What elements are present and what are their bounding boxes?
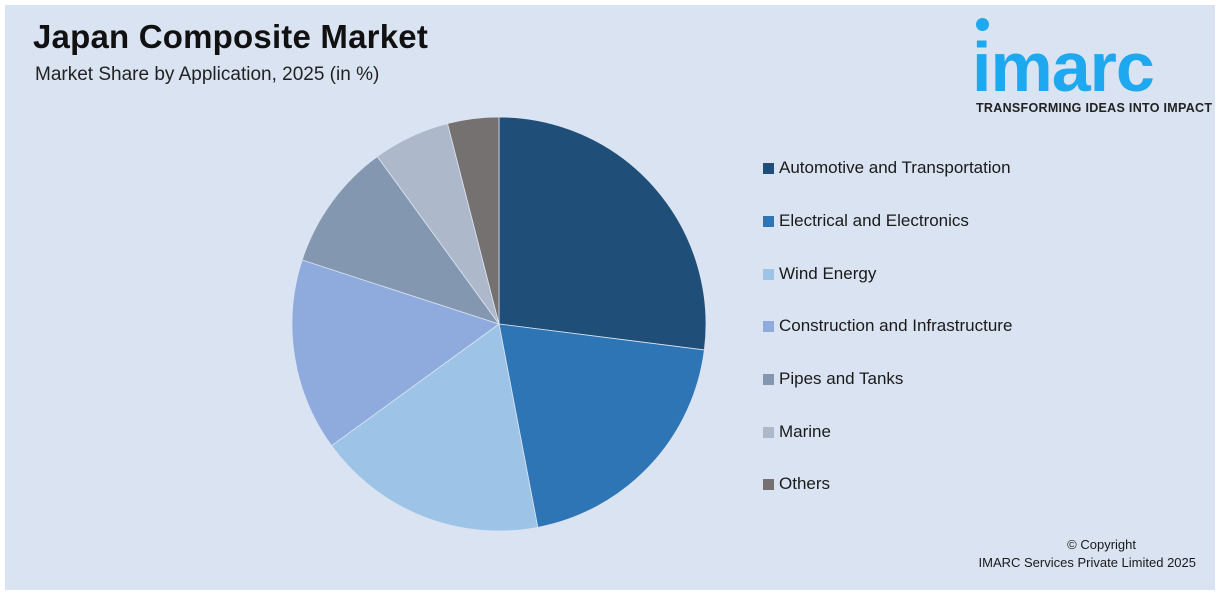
pie-slice-electrical-and-electronics [498,323,705,528]
legend-label: Electrical and Electronics [779,211,969,230]
legend-item: Marine [763,422,831,442]
copyright-line-1: © Copyright [1067,537,1136,552]
legend-item: Automotive and Transportation [763,158,1011,178]
chart-title: Japan Composite Market [33,18,429,55]
pie-slice-others [447,116,500,325]
pie-slice-pipes-and-tanks [301,155,501,325]
logo-wordmark: imarc [972,28,1155,106]
legend-swatch-icon [763,268,774,280]
pie-slice-automotive-and-transportation [498,116,707,351]
pie-chart [291,116,707,532]
legend-label: Construction and Infrastructure [779,316,1013,335]
legend-swatch-icon [763,320,774,332]
legend-swatch-icon [763,478,774,490]
pie-slice-wind-energy [330,323,539,532]
imarc-logo: imarc TRANSFORMING IDEAS INTO IMPACT [970,14,1213,119]
legend-swatch-icon [763,215,774,227]
logo-tagline: TRANSFORMING IDEAS INTO IMPACT [976,101,1213,115]
legend-item: Wind Energy [763,264,876,284]
legend-item: Others [763,474,830,494]
legend-label: Automotive and Transportation [779,158,1011,177]
legend-label: Pipes and Tanks [779,369,904,388]
legend-label: Others [779,474,831,493]
legend-label: Wind Energy [779,264,877,283]
legend-swatch-icon [763,426,774,438]
copyright-notice: © Copyright IMARC Services Private Limit… [979,536,1196,572]
legend-swatch-icon [763,162,774,174]
pie-slice-construction-and-infrastructure [291,259,500,447]
chart-subtitle: Market Share by Application, 2025 (in %) [35,64,380,85]
logo-dot-icon [976,18,989,31]
legend-item: Electrical and Electronics [763,211,969,231]
legend-item: Construction and Infrastructure [763,316,1012,336]
legend-swatch-icon [763,373,774,385]
legend-label: Marine [779,422,831,441]
copyright-line-2: IMARC Services Private Limited 2025 [978,555,1196,570]
legend-item: Pipes and Tanks [763,369,903,389]
